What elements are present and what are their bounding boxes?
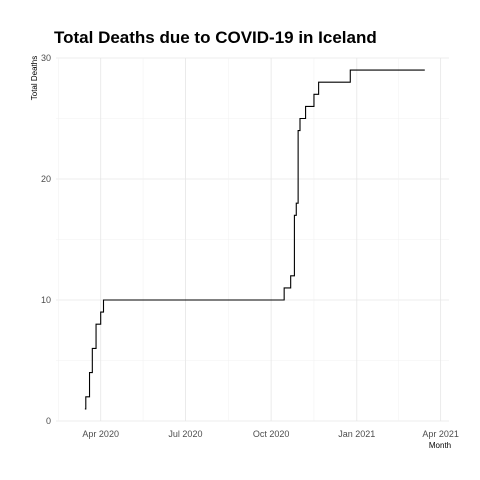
x-tick-label: Apr 2021 bbox=[422, 429, 459, 439]
x-axis-title: Month bbox=[429, 441, 451, 450]
x-tick-label: Jul 2020 bbox=[168, 429, 202, 439]
x-tick-label: Apr 2020 bbox=[82, 429, 119, 439]
series bbox=[84, 69, 425, 410]
y-tick-label: 0 bbox=[46, 416, 51, 426]
grid bbox=[56, 57, 449, 422]
y-tick-label: 30 bbox=[41, 53, 51, 63]
y-axis-title: Total Deaths bbox=[30, 56, 39, 100]
chart-title: Total Deaths due to COVID-19 in Iceland bbox=[54, 28, 377, 47]
x-tick-label: Oct 2020 bbox=[253, 429, 290, 439]
y-tick-label: 20 bbox=[41, 174, 51, 184]
series-line bbox=[84, 69, 425, 410]
x-tick-label: Jan 2021 bbox=[338, 429, 375, 439]
y-tick-label: 10 bbox=[41, 295, 51, 305]
tick-labels: 0 10 20 30 Apr 2020 Jul 2020 Oct 2020 Jan 2021 A… bbox=[41, 53, 459, 439]
